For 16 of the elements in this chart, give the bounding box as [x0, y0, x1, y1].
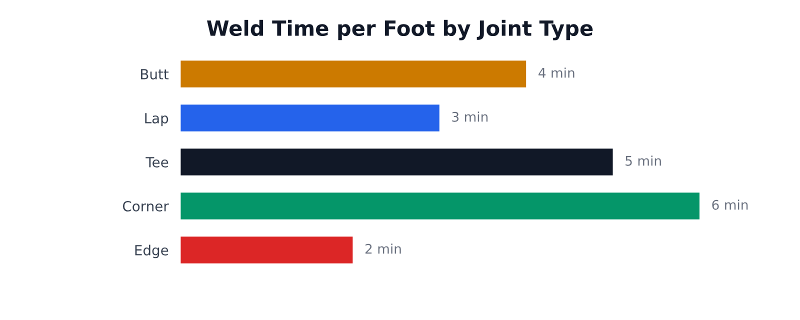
y-tick-label: Tee: [146, 157, 168, 168]
chart-title: Weld Time per Foot by Joint Type: [206, 20, 593, 40]
data-label: 3 min: [452, 112, 488, 122]
data-label: 5 min: [626, 156, 661, 166]
bar: [180, 103, 441, 133]
bar: [180, 235, 354, 265]
bar: [180, 147, 614, 177]
data-label: 6 min: [712, 200, 748, 210]
data-label: 4 min: [538, 68, 574, 78]
y-tick-label: Corner: [122, 200, 169, 212]
bar: [180, 59, 528, 89]
bar: [180, 191, 701, 221]
y-tick-label: Edge: [135, 244, 168, 258]
data-label: 2 min: [365, 244, 401, 254]
y-tick-label: Butt: [141, 69, 169, 80]
y-tick-label: Lap: [145, 113, 168, 126]
